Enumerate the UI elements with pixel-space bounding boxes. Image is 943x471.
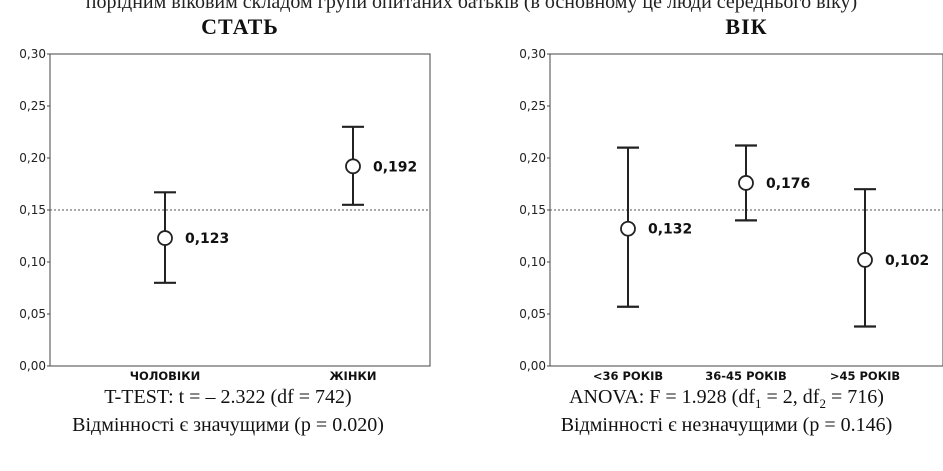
- anova-line: ANOVA: F = 1.928 (df1 = 2, df2 = 716): [510, 386, 943, 412]
- mean-point: [345, 158, 361, 175]
- category-label: 36-45 РОКІВ: [705, 369, 786, 383]
- chart-title-gender: СТАТЬ: [201, 14, 279, 39]
- y-tick-label: 0,25: [519, 99, 546, 113]
- value-label: 0,132: [648, 222, 692, 238]
- mean-point: [738, 175, 754, 191]
- t-test-result: Відмінності є значущими (p = 0.020): [72, 414, 384, 436]
- anova-sub-2: 2: [819, 396, 826, 411]
- y-tick-label: 0,15: [519, 203, 546, 217]
- chart-age: 0,00 0,05 0,10 0,15 0,20 0,25 0,30 0,132 <36 РОК…: [519, 47, 943, 383]
- y-tick-label: 0,05: [19, 307, 46, 321]
- chart-title-age: ВІК: [725, 14, 768, 39]
- anova-text-mid: = 2, df: [761, 386, 820, 408]
- value-label: 0,102: [885, 253, 929, 269]
- chart-panel-gender: СТАТЬ 0,00 0,05 0,10 0,15 0,20 0,25 0,30 0,123 Ч…: [8, 14, 448, 454]
- mean-point: [620, 220, 636, 237]
- anova-sub-1: 1: [755, 396, 762, 411]
- y-tick-label: 0,10: [19, 255, 46, 269]
- mean-point: [157, 230, 173, 246]
- y-tick-label: 0,25: [19, 99, 46, 113]
- anova-text-post: = 716): [825, 386, 884, 408]
- chart-gender: 0,00 0,05 0,10 0,15 0,20 0,25 0,30 0,123 ЧОЛОВІК…: [19, 47, 431, 383]
- anova-result: Відмінності є незначущими (p = 0.146): [560, 414, 893, 436]
- value-label: 0,123: [185, 231, 229, 247]
- y-tick-label: 0,15: [19, 203, 46, 217]
- y-tick-label: 0,10: [519, 255, 546, 269]
- top-caption: порідним віковим складом групи опитаних …: [85, 0, 858, 13]
- t-test-line: T-TEST: t = – 2.322 (df = 742): [104, 386, 352, 408]
- value-label: 0,192: [373, 159, 417, 175]
- y-tick-label: 0,20: [19, 151, 46, 165]
- category-label: <36 РОКІВ: [593, 369, 663, 383]
- y-tick-label: 0,00: [519, 359, 546, 373]
- chart-panel-age: ВІК 0,00 0,05 0,10 0,15 0,20 0,25 0,30 0,132 <36…: [510, 14, 943, 454]
- y-tick-label: 0,05: [519, 307, 546, 321]
- y-tick-label: 0,30: [19, 47, 46, 61]
- category-label: >45 РОКІВ: [830, 369, 900, 383]
- mean-point: [857, 252, 873, 268]
- y-tick-label: 0,20: [519, 151, 546, 165]
- category-label: ЧОЛОВІКИ: [130, 369, 200, 383]
- y-tick-label: 0,00: [19, 359, 46, 373]
- anova-text-pre: ANOVA: F = 1.928 (df: [569, 386, 755, 408]
- y-tick-label: 0,30: [519, 47, 546, 61]
- value-label: 0,176: [766, 176, 810, 192]
- category-label: ЖІНКИ: [329, 369, 376, 383]
